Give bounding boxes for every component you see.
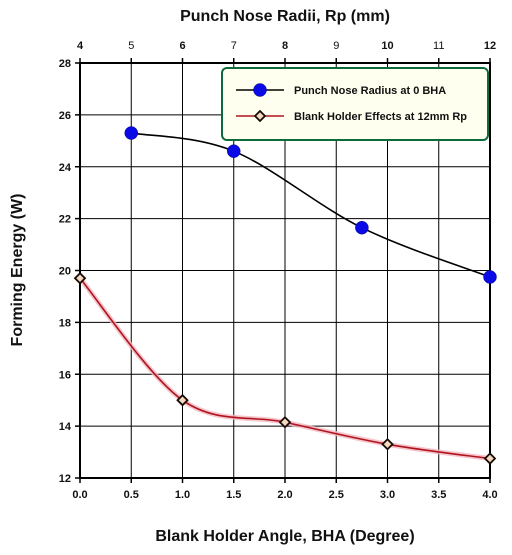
x2-tick-label: 11 — [433, 40, 444, 52]
data-point — [278, 415, 292, 429]
y-tick-label: 28 — [59, 58, 71, 70]
data-point — [381, 438, 394, 451]
data-point — [227, 144, 241, 158]
data-point — [483, 452, 497, 465]
x2-tick-label: 7 — [231, 40, 237, 52]
x-tick-label: 1.5 — [226, 489, 241, 501]
data-point — [73, 272, 87, 285]
x2-tick-label: 12 — [484, 40, 496, 52]
x-tick-label: 1.0 — [175, 489, 190, 501]
series-line — [131, 132, 491, 278]
x-tick-label: 0.5 — [124, 489, 139, 501]
x2-tick-label: 9 — [333, 40, 339, 52]
y-tick-label: 24 — [59, 162, 72, 174]
data-point — [355, 220, 369, 235]
legend-box — [221, 67, 489, 141]
x2-tick-label: 5 — [128, 40, 134, 52]
x2-tick-label: 6 — [179, 40, 185, 52]
data-point — [124, 126, 138, 140]
y-tick-label: 22 — [59, 214, 71, 226]
y-axis-title: Forming Energy (W) — [9, 194, 26, 347]
x-tick-label: 0.0 — [72, 489, 87, 501]
y-tick-label: 18 — [59, 317, 71, 329]
data-point — [176, 393, 189, 407]
legend-marker — [253, 109, 267, 123]
top-axis-title: Punch Nose Radii, Rp (mm) — [180, 8, 390, 25]
y-tick-label: 20 — [59, 266, 71, 278]
y-tick-label: 12 — [59, 473, 71, 485]
x-tick-label: 2.0 — [277, 489, 292, 501]
x2-tick-label: 4 — [77, 40, 84, 52]
x-tick-label: 3.5 — [431, 489, 446, 501]
legend-label: Blank Holder Effects at 12mm Rp — [294, 111, 467, 123]
x-tick-label: 3.0 — [380, 489, 395, 501]
y-tick-label: 16 — [59, 369, 71, 381]
data-point — [483, 270, 497, 284]
y-tick-label: 14 — [59, 421, 72, 433]
x-tick-label: 4.0 — [482, 489, 497, 501]
legend-label: Punch Nose Radius at 0 BHA — [294, 85, 446, 97]
x2-tick-label: 10 — [381, 40, 393, 52]
legend-marker — [253, 83, 267, 97]
plot-layer: 0.0 0.5 1.0 1.5 2.0 2.5 3.0 3.5 4.0 4 5 6 7 8 9 10 11 12 1… — [59, 40, 498, 501]
x2-tick-label: 8 — [282, 40, 288, 52]
y-tick-label: 26 — [59, 110, 71, 122]
x-tick-label: 2.5 — [329, 489, 344, 501]
bottom-axis-title: Blank Holder Angle, BHA (Degree) — [155, 528, 414, 545]
